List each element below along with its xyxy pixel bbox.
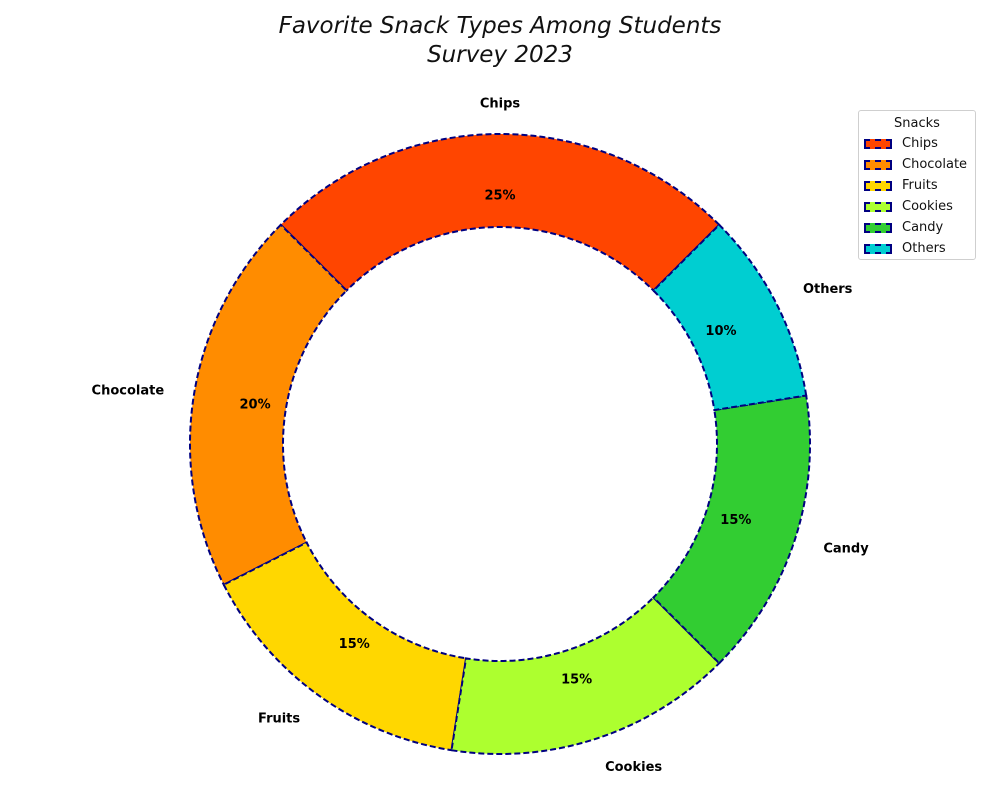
legend-label-chips: Chips bbox=[902, 136, 938, 151]
slice-percent-others: 10% bbox=[705, 324, 736, 339]
legend-item-chips: Chips bbox=[859, 133, 975, 154]
chart-title: Favorite Snack Types Among Students bbox=[279, 13, 722, 39]
legend-label-fruits: Fruits bbox=[902, 178, 938, 193]
legend-items: Chips Chocolate Fruits Cookies Candy Others bbox=[859, 133, 975, 259]
legend: Snacks Chips Chocolate Fruits Cookies Candy O… bbox=[858, 110, 976, 260]
legend-swatch-chips bbox=[864, 138, 892, 149]
slice-others bbox=[652, 223, 808, 412]
legend-item-others: Others bbox=[859, 238, 975, 259]
legend-item-fruits: Fruits bbox=[859, 175, 975, 196]
slice-label-chips: Chips bbox=[480, 97, 521, 112]
legend-swatch-chocolate bbox=[864, 159, 892, 170]
legend-label-chocolate: Chocolate bbox=[902, 157, 968, 172]
legend-item-cookies: Cookies bbox=[859, 196, 975, 217]
slice-cookies bbox=[450, 596, 721, 755]
legend-label-others: Others bbox=[902, 241, 946, 256]
slice-labels: Chips Chocolate Fruits Cookies Candy Others bbox=[92, 97, 870, 775]
slice-label-candy: Candy bbox=[823, 542, 869, 557]
slice-percent-chips: 25% bbox=[484, 189, 515, 204]
slice-label-chocolate: Chocolate bbox=[92, 383, 165, 398]
donut-slices bbox=[189, 133, 811, 755]
slice-percent-labels: 25% 20% 15% 15% 15% 10% bbox=[239, 189, 751, 688]
slice-percent-chocolate: 20% bbox=[239, 398, 270, 413]
legend-swatch-candy bbox=[864, 222, 892, 233]
legend-label-candy: Candy bbox=[902, 220, 944, 235]
legend-title: Snacks bbox=[894, 116, 940, 131]
slice-chocolate bbox=[189, 223, 348, 587]
legend-swatch-cookies bbox=[864, 201, 892, 212]
slice-percent-candy: 15% bbox=[720, 513, 751, 528]
slice-percent-fruits: 15% bbox=[339, 637, 370, 652]
chart-subtitle: Survey 2023 bbox=[427, 42, 573, 68]
legend-item-candy: Candy bbox=[859, 217, 975, 238]
slice-fruits bbox=[222, 541, 468, 752]
slice-label-fruits: Fruits bbox=[258, 712, 300, 727]
legend-swatch-others bbox=[864, 243, 892, 254]
slice-chips bbox=[279, 133, 721, 292]
slice-label-cookies: Cookies bbox=[605, 760, 662, 775]
slice-label-others: Others bbox=[803, 282, 853, 297]
slice-percent-cookies: 15% bbox=[561, 672, 592, 687]
legend-swatch-fruits bbox=[864, 180, 892, 191]
legend-item-chocolate: Chocolate bbox=[859, 154, 975, 175]
legend-label-cookies: Cookies bbox=[902, 199, 953, 214]
